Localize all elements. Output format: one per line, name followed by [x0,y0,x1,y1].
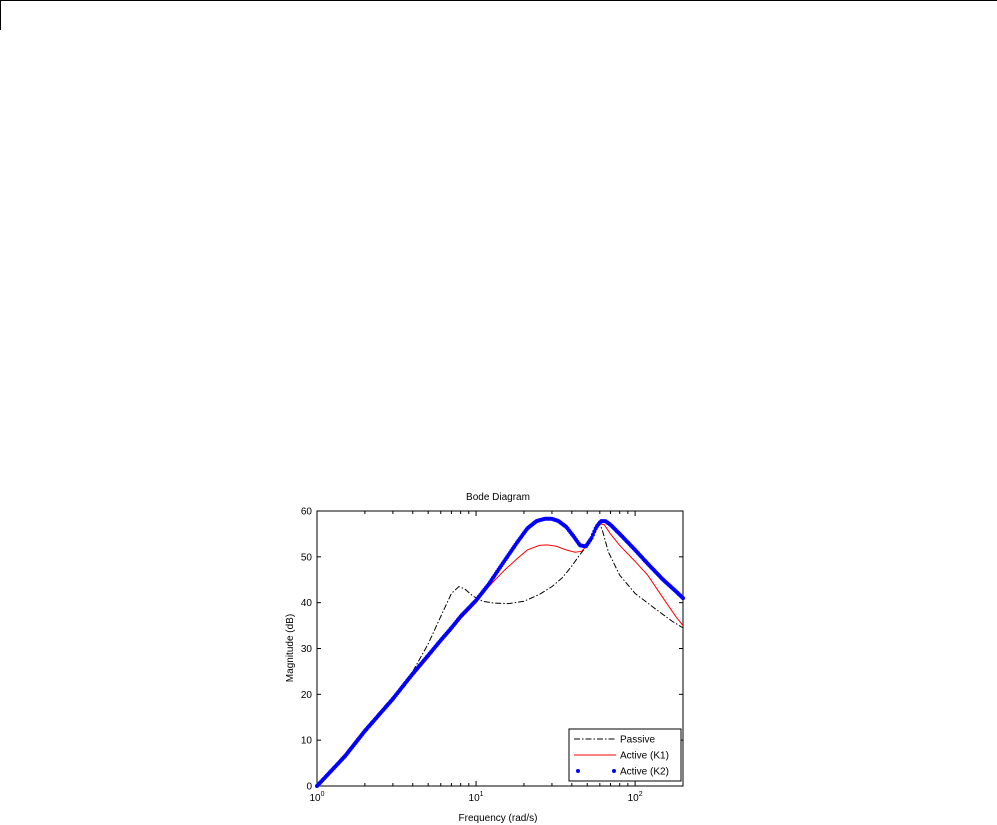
x-axis-label: Frequency (rad/s) [459,813,538,824]
x-tick-exponent: 2 [639,791,643,798]
y-tick-label: 50 [301,552,313,563]
x-tick-base: 10 [309,793,321,804]
y-axis-label: Magnitude (dB) [285,614,296,682]
legend-label: Passive [620,735,655,746]
frame-left-border [0,0,1,30]
x-tick-label: 102 [628,791,643,804]
x-tick-label: 101 [469,791,484,804]
x-tick-exponent: 1 [480,791,484,798]
legend-marker [576,769,580,773]
x-tick-base: 10 [469,793,481,804]
data-point [589,535,594,540]
legend-item: Active (K1) [574,751,669,762]
y-tick-label: 20 [301,690,313,701]
y-tick-label: 10 [301,736,313,747]
chart-title: Bode Diagram [466,492,530,503]
legend-marker [612,769,616,773]
legend-item: Passive [574,735,655,746]
x-tick-exponent: 0 [321,791,325,798]
y-tick-label: 60 [301,507,313,518]
series-passive [316,521,684,787]
legend: Passive Active (K1) Active (K2) [568,728,682,782]
y-tick-label: 0 [306,782,312,793]
x-tick-label: 100 [309,791,324,804]
series-line [316,521,684,787]
legend-label: Active (K2) [620,767,669,778]
y-tick-label: 40 [301,598,313,609]
legend-label: Active (K1) [620,751,669,762]
legend-item: Active (K2) [576,767,669,778]
data-point [590,532,595,537]
data-point [681,596,685,601]
data-point [592,529,597,534]
frame-top-border [0,0,997,1]
series-active-k2 [315,516,685,788]
y-tick-label: 30 [301,644,313,655]
x-tick-base: 10 [628,793,640,804]
